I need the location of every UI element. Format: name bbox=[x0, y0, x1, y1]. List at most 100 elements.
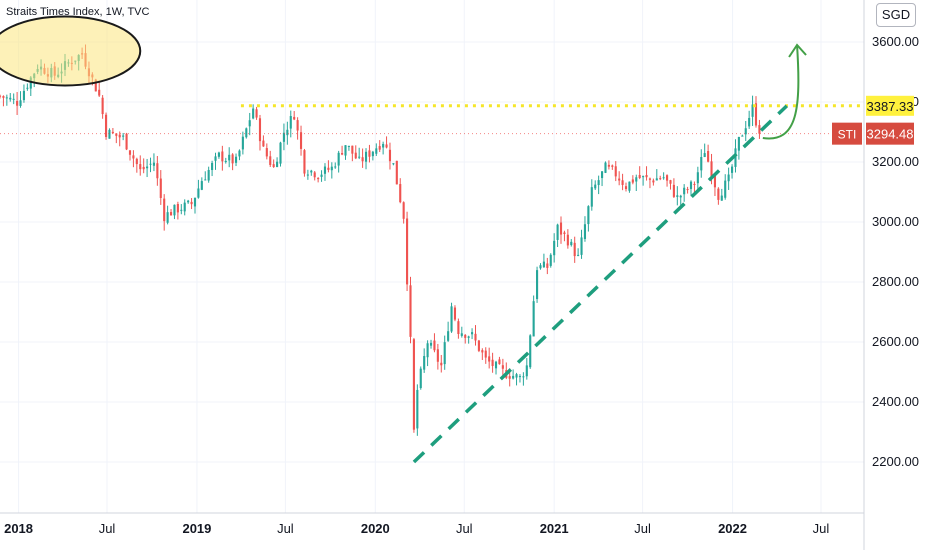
candle-body bbox=[436, 349, 439, 362]
candle-body bbox=[508, 376, 511, 379]
candle-body bbox=[115, 133, 118, 136]
candle-body bbox=[12, 98, 15, 100]
candle-body bbox=[683, 187, 686, 195]
y-tick-label: 2200.00 bbox=[872, 454, 919, 469]
candle-body bbox=[758, 125, 761, 134]
y-tick-label: 2600.00 bbox=[872, 334, 919, 349]
candle-body bbox=[368, 150, 371, 157]
candle-body bbox=[149, 163, 152, 165]
candle-body bbox=[207, 169, 210, 181]
candle-body bbox=[601, 171, 604, 179]
price-axis[interactable]: 2200.00 2400.00 2600.00 2800.00 3000.00 3200.… bbox=[872, 0, 919, 469]
candle-body bbox=[525, 365, 528, 377]
candle-body bbox=[392, 163, 395, 165]
candle-body bbox=[269, 156, 272, 165]
candle-body bbox=[546, 263, 549, 268]
candle-body bbox=[631, 179, 634, 183]
candle-body bbox=[464, 334, 467, 338]
candle-body bbox=[501, 365, 504, 369]
candle-body bbox=[125, 133, 128, 150]
candle-body bbox=[642, 176, 645, 178]
x-tick-label: 2021 bbox=[540, 521, 569, 536]
currency-button[interactable]: SGD bbox=[876, 3, 916, 27]
candle-body bbox=[512, 375, 515, 379]
candle-body bbox=[635, 177, 638, 182]
candle-body bbox=[474, 333, 477, 341]
chart-title: Straits Times Index, 1W, TVC bbox=[6, 6, 150, 18]
candle-body bbox=[416, 389, 419, 429]
candle-body bbox=[163, 198, 166, 222]
candle-body bbox=[26, 87, 29, 89]
candle-body bbox=[361, 157, 364, 162]
candle-body bbox=[282, 132, 285, 142]
candle-body bbox=[255, 109, 258, 118]
candle-body bbox=[734, 148, 737, 167]
last-price-badge bbox=[866, 122, 914, 145]
candle-body bbox=[447, 331, 450, 341]
candle-body bbox=[577, 254, 580, 256]
candle-body bbox=[700, 157, 703, 171]
candle-body bbox=[717, 188, 720, 200]
candle-body bbox=[423, 356, 426, 370]
candle-body bbox=[498, 359, 501, 365]
x-tick-label: 2018 bbox=[4, 521, 33, 536]
candle-body bbox=[29, 77, 32, 89]
candle-body bbox=[104, 114, 108, 137]
candle-body bbox=[238, 150, 241, 157]
candle-body bbox=[313, 172, 316, 178]
candle-body bbox=[402, 202, 405, 219]
x-tick-label: 2022 bbox=[718, 521, 747, 536]
y-tick-label: 3600.00 bbox=[872, 34, 919, 49]
candle-body bbox=[385, 144, 388, 148]
candle-body bbox=[563, 232, 566, 234]
candle-body bbox=[200, 181, 203, 190]
candle-body bbox=[323, 166, 327, 174]
candle-body bbox=[529, 335, 532, 368]
candle-body bbox=[536, 270, 539, 300]
candle-body bbox=[378, 146, 381, 150]
y-tick-label: 2400.00 bbox=[872, 394, 919, 409]
candle-body bbox=[152, 162, 155, 166]
candle-body bbox=[665, 175, 669, 181]
candle-body bbox=[347, 145, 350, 147]
candle-body bbox=[337, 152, 340, 166]
candle-body bbox=[522, 376, 525, 378]
candle-body bbox=[190, 201, 193, 205]
projection-arrow bbox=[762, 44, 800, 140]
candle-body bbox=[16, 100, 19, 106]
candle-body bbox=[453, 307, 457, 320]
candles-layer bbox=[0, 44, 761, 436]
candle-body bbox=[330, 166, 333, 171]
candle-body bbox=[19, 100, 22, 106]
candle-body bbox=[628, 181, 631, 191]
candle-body bbox=[395, 160, 398, 185]
candle-body bbox=[597, 180, 600, 186]
candle-body bbox=[645, 175, 648, 178]
time-axis[interactable]: 2018 Jul 2019 Jul 2020 Jul 2021 Jul 2022 Jul bbox=[4, 521, 829, 536]
candle-body bbox=[703, 153, 706, 157]
candle-body bbox=[364, 151, 368, 162]
candle-body bbox=[197, 188, 200, 198]
candle-body bbox=[118, 134, 121, 138]
candle-body bbox=[132, 155, 135, 159]
candle-body bbox=[382, 143, 385, 148]
resistance-badge bbox=[866, 95, 914, 116]
candle-body bbox=[713, 175, 717, 188]
candle-body bbox=[587, 206, 590, 225]
candle-body bbox=[142, 166, 145, 170]
candle-body bbox=[412, 339, 415, 430]
x-tick-label: Jul bbox=[634, 521, 651, 536]
candle-body bbox=[686, 189, 689, 191]
x-tick-label: Jul bbox=[813, 521, 830, 536]
candle-body bbox=[248, 120, 251, 127]
candle-body bbox=[484, 350, 487, 358]
candle-body bbox=[265, 148, 268, 157]
candle-body bbox=[570, 241, 573, 246]
candle-body bbox=[341, 153, 344, 155]
candle-body bbox=[234, 156, 238, 163]
candle-body bbox=[426, 343, 429, 358]
candle-body bbox=[183, 202, 186, 212]
candle-body bbox=[737, 137, 740, 151]
candle-body bbox=[580, 237, 583, 255]
